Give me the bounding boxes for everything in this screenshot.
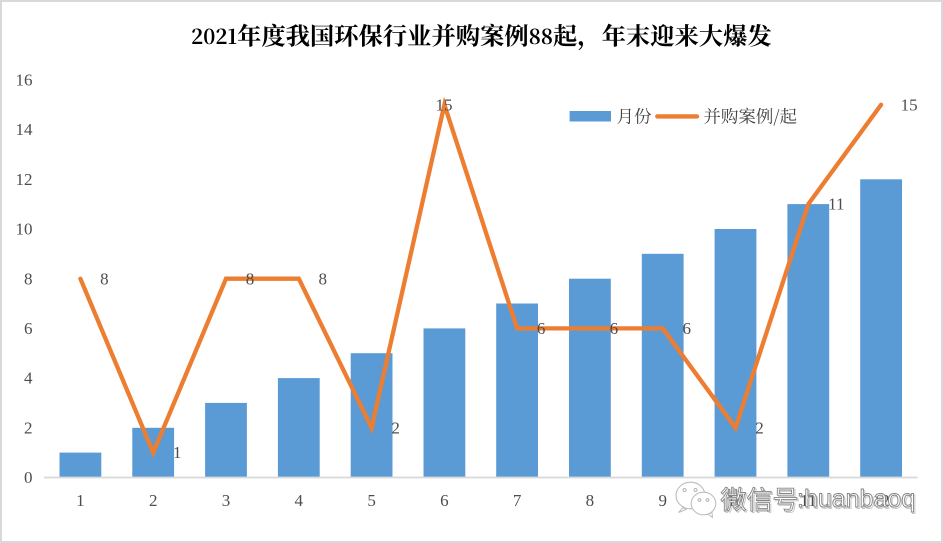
svg-text:8: 8 xyxy=(100,269,109,288)
svg-text:5: 5 xyxy=(367,491,376,510)
svg-text:2: 2 xyxy=(24,418,33,437)
svg-text:11: 11 xyxy=(828,195,844,214)
svg-text::huanbaoq: :huanbaoq xyxy=(797,485,915,513)
svg-text:0: 0 xyxy=(24,468,33,487)
svg-text:4: 4 xyxy=(295,491,304,510)
svg-text:9: 9 xyxy=(658,491,667,510)
svg-text::huanbaoq: :huanbaoq xyxy=(798,486,916,514)
svg-text:15: 15 xyxy=(436,95,453,114)
svg-text:6: 6 xyxy=(24,319,33,338)
svg-text:1: 1 xyxy=(173,443,182,462)
svg-text:16: 16 xyxy=(16,71,33,90)
svg-text:1: 1 xyxy=(76,491,85,510)
svg-text:12: 12 xyxy=(16,170,33,189)
svg-text:8: 8 xyxy=(319,269,328,288)
svg-text:6: 6 xyxy=(537,319,546,338)
svg-text:6: 6 xyxy=(610,319,619,338)
svg-text:8: 8 xyxy=(246,269,255,288)
svg-text:8: 8 xyxy=(586,491,595,510)
svg-text:2: 2 xyxy=(755,418,764,437)
svg-text:6: 6 xyxy=(682,319,691,338)
svg-text:12: 12 xyxy=(873,491,890,510)
svg-text:14: 14 xyxy=(16,120,34,139)
svg-text:7: 7 xyxy=(513,491,522,510)
svg-text:2: 2 xyxy=(149,491,158,510)
svg-text:10: 10 xyxy=(16,220,33,239)
svg-text:2: 2 xyxy=(391,418,400,437)
svg-text:11: 11 xyxy=(800,491,816,510)
svg-text:3: 3 xyxy=(222,491,231,510)
svg-text:4: 4 xyxy=(24,369,33,388)
svg-text:8: 8 xyxy=(24,269,33,288)
svg-text:15: 15 xyxy=(901,95,918,114)
svg-text:6: 6 xyxy=(440,491,449,510)
